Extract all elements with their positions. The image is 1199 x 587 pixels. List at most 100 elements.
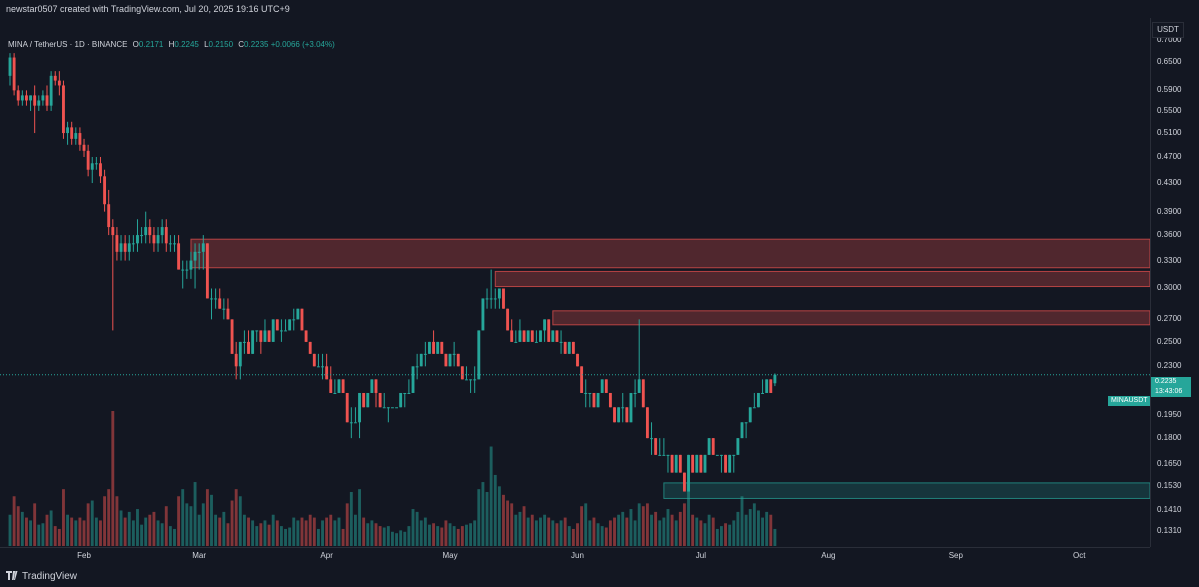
volume-bar	[288, 527, 292, 546]
candle-body	[99, 163, 102, 177]
candle-body	[107, 204, 111, 228]
volume-bar	[263, 520, 267, 546]
candle-body	[279, 330, 283, 332]
currency-unit-button[interactable]: USDT	[1152, 22, 1184, 38]
attribution-bar: newstar0507 created with TradingView.com…	[0, 0, 1199, 18]
volume-bar	[82, 520, 86, 546]
candle-body	[29, 95, 33, 101]
candle-body	[633, 392, 637, 394]
candle-body	[74, 133, 78, 139]
candle-body	[543, 319, 547, 331]
candle-body	[428, 341, 431, 354]
candle-body	[33, 95, 37, 106]
candle-body	[769, 379, 773, 393]
candle-body	[662, 454, 666, 456]
candle-body	[666, 454, 670, 456]
volume-bar	[444, 520, 448, 546]
candle-body	[530, 330, 534, 342]
time-tick-label: Oct	[1072, 551, 1086, 560]
volume-bar	[773, 528, 777, 546]
candle-body	[53, 75, 57, 81]
volume-bar	[580, 506, 584, 546]
candle-body	[94, 163, 98, 165]
candle-body	[41, 95, 45, 101]
volume-bar	[539, 517, 542, 546]
volume-bar	[391, 531, 394, 546]
volume-bar	[641, 506, 645, 546]
candle-body	[740, 422, 744, 439]
volume-bar	[136, 509, 139, 546]
volume-bar	[325, 517, 329, 546]
candle-body	[177, 243, 181, 270]
candle-body	[234, 353, 238, 367]
volume-bar	[177, 496, 181, 546]
time-tick-label: Mar	[192, 551, 207, 560]
volume-bar	[160, 523, 164, 546]
candle-body	[547, 319, 551, 342]
volume-bar	[358, 489, 361, 546]
tradingview-logo-icon[interactable]	[6, 571, 19, 583]
candle-body	[551, 330, 555, 342]
volume-bar	[242, 514, 246, 546]
volume-bar	[399, 530, 403, 546]
candle-body	[559, 341, 563, 343]
candle-body	[312, 353, 316, 367]
volume-bar	[45, 514, 49, 546]
volume-bar	[107, 489, 111, 546]
candle-body	[271, 319, 275, 342]
price-tick-label: 0.4700	[1157, 151, 1182, 161]
candle-body	[736, 438, 740, 455]
volume-bar	[645, 503, 649, 546]
candle-body	[473, 379, 477, 381]
volume-bar	[732, 520, 736, 546]
volume-bar	[90, 500, 94, 546]
volume-bar	[214, 514, 218, 546]
brand-label[interactable]: TradingView	[22, 571, 78, 582]
candle-body	[353, 422, 357, 424]
volume-bar	[629, 509, 633, 546]
volume-bar	[654, 511, 658, 546]
volume-bar	[247, 517, 250, 546]
candle-body	[382, 407, 386, 409]
candle-body	[82, 144, 86, 151]
price-tick-label: 0.2500	[1157, 336, 1182, 346]
volume-bar	[337, 517, 341, 546]
candle-body	[370, 379, 374, 393]
volume-bar	[625, 517, 629, 546]
time-tick-label: May	[442, 551, 458, 560]
price-axis[interactable]: 0.7000 0.6500 0.5900 0.5500 0.5100 0.4700 0.43…	[1150, 18, 1199, 547]
chart-pane[interactable]: MINA / TetherUS · 1D · BINANCE O0.2171 H…	[0, 18, 1151, 547]
volume-bar	[333, 520, 337, 546]
candle-body	[103, 176, 107, 205]
volume-bar	[33, 503, 37, 546]
candle-body	[522, 330, 526, 342]
volume-bar	[341, 528, 345, 546]
candle-body	[650, 438, 653, 440]
price-tick-label: 0.2700	[1157, 314, 1182, 324]
volume-bar	[226, 523, 230, 546]
volume-bar	[559, 520, 563, 546]
price-tick-label: 0.5500	[1157, 105, 1182, 115]
candle-body	[263, 330, 267, 342]
candle-body	[136, 235, 139, 244]
candlestick-chart[interactable]	[0, 18, 1151, 547]
candle-body	[436, 341, 440, 354]
volume-bar	[707, 514, 711, 546]
volume-bar	[94, 517, 98, 546]
candle-body	[349, 422, 353, 424]
time-axis[interactable]: Feb Mar Apr May Jun Jul Aug Sep Oct	[0, 547, 1150, 566]
volume-bar	[378, 526, 382, 546]
volume-bar	[703, 523, 707, 546]
candle-body	[765, 379, 769, 393]
candle-body	[625, 407, 629, 423]
candle-body	[247, 341, 250, 354]
supply-zone	[552, 310, 1151, 326]
price-tick-label: 0.3300	[1157, 255, 1182, 265]
candle-body	[329, 379, 333, 393]
volume-bar	[473, 520, 477, 546]
zones-layer	[190, 238, 1151, 499]
volume-bar	[374, 523, 378, 546]
candle-body	[275, 319, 279, 331]
candle-body	[658, 454, 662, 456]
volume-bar	[514, 514, 518, 546]
